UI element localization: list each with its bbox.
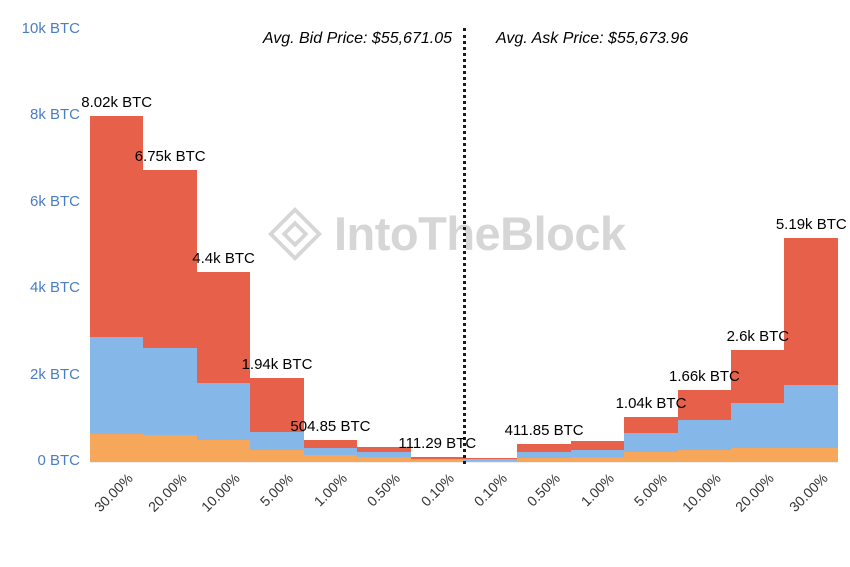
- bar-segment-red[interactable]: [90, 115, 144, 338]
- x-axis-tick-label: 1.00%: [577, 470, 617, 510]
- bar-segment-orange[interactable]: [463, 460, 518, 462]
- bar-value-label: 5.19k BTC: [775, 215, 847, 233]
- bar-segment-red[interactable]: [196, 271, 251, 383]
- ask-bar-0.50%[interactable]: [517, 30, 571, 462]
- bid-bar-20.00%[interactable]: [143, 30, 197, 462]
- bar-segment-blue[interactable]: [357, 452, 411, 458]
- bar-value-label: 1.66k BTC: [668, 368, 740, 386]
- bar-segment-blue[interactable]: [410, 458, 464, 461]
- bar-segment-orange[interactable]: [250, 449, 304, 462]
- bar-segment-orange[interactable]: [357, 457, 411, 462]
- bar-value-label: 111.29 BTC: [398, 435, 477, 453]
- bar-segment-blue[interactable]: [143, 347, 197, 435]
- x-axis-tick-label: 1.00%: [310, 470, 350, 510]
- bar-segment-red[interactable]: [517, 444, 571, 453]
- x-axis-tick-label: 0.50%: [524, 470, 564, 510]
- bar-segment-red[interactable]: [250, 378, 304, 432]
- bar-value-label: 8.02k BTC: [81, 93, 153, 111]
- x-axis-tick-label: 0.10%: [417, 470, 457, 510]
- bid-bar-0.50%[interactable]: [357, 30, 411, 462]
- y-axis-tick-label: 0 BTC: [37, 452, 80, 469]
- bar-segment-red[interactable]: [731, 349, 785, 403]
- bar-segment-blue[interactable]: [570, 450, 625, 458]
- bar-segment-orange[interactable]: [410, 460, 464, 462]
- bar-segment-red[interactable]: [570, 441, 625, 451]
- bar-segment-blue[interactable]: [463, 459, 518, 461]
- bar-segment-blue[interactable]: [624, 433, 678, 453]
- bar-segment-orange[interactable]: [570, 457, 625, 462]
- bar-segment-red[interactable]: [677, 390, 732, 421]
- bid-bar-0.10%[interactable]: [410, 30, 464, 462]
- bid-bar-1.00%[interactable]: [303, 30, 358, 462]
- x-axis-tick-label: 30.00%: [785, 470, 831, 515]
- bar-segment-blue[interactable]: [90, 337, 144, 434]
- x-axis-tick-label: 20.00%: [144, 470, 190, 515]
- y-axis-tick-label: 6k BTC: [29, 192, 80, 210]
- bar-value-label: 4.4k BTC: [192, 249, 255, 267]
- mid-price-divider-line: [463, 28, 466, 464]
- bar-value-label: 1.04k BTC: [615, 395, 687, 413]
- x-axis-tick-label: 0.10%: [470, 470, 511, 510]
- bid-bar-30.00%[interactable]: [90, 30, 144, 462]
- bar-segment-orange[interactable]: [196, 439, 251, 462]
- bar-segment-red[interactable]: [303, 440, 358, 448]
- ask-bar-1.00%[interactable]: [570, 30, 625, 462]
- watermark: IntoTheBlock: [268, 206, 626, 261]
- bar-segment-orange[interactable]: [731, 447, 785, 462]
- bar-segment-blue[interactable]: [196, 382, 251, 440]
- intotheblock-logo-icon: [268, 206, 322, 261]
- x-axis-tick-label: 5.00%: [256, 470, 297, 510]
- y-axis-tick-label: 2k BTC: [29, 365, 80, 383]
- x-axis-tick-label: 10.00%: [197, 470, 243, 515]
- ask-bar-5.00%[interactable]: [624, 30, 678, 462]
- ask-bar-30.00%[interactable]: [784, 30, 838, 462]
- x-axis-tick-label: 5.00%: [630, 470, 671, 510]
- y-axis-tick-label: 8k BTC: [29, 106, 80, 124]
- bar-segment-blue[interactable]: [517, 452, 571, 458]
- avg-ask-price-label: Avg. Ask Price: $55,673.96: [496, 30, 689, 47]
- x-axis-tick-label: 30.00%: [91, 470, 137, 515]
- ask-bar-20.00%[interactable]: [731, 30, 785, 462]
- x-axis-tick-label: 10.00%: [678, 470, 724, 515]
- bar-value-label: 504.85 BTC: [290, 418, 371, 436]
- bar-segment-blue[interactable]: [677, 420, 732, 450]
- x-axis-tick-label: 20.00%: [732, 470, 778, 515]
- bar-segment-red[interactable]: [143, 170, 197, 348]
- ask-bar-10.00%[interactable]: [677, 30, 732, 462]
- bar-value-label: 411.85 BTC: [504, 422, 584, 440]
- bar-segment-red[interactable]: [463, 458, 518, 459]
- bar-segment-orange[interactable]: [784, 447, 838, 462]
- avg-bid-price-label: Avg. Bid Price: $55,671.05: [262, 30, 452, 47]
- bar-segment-red[interactable]: [410, 457, 464, 459]
- bar-segment-orange[interactable]: [677, 449, 732, 462]
- bar-value-label: 6.75k BTC: [134, 148, 206, 166]
- bar-segment-orange[interactable]: [624, 452, 678, 462]
- bar-segment-blue[interactable]: [250, 431, 304, 450]
- bar-segment-orange[interactable]: [143, 435, 197, 462]
- x-axis-tick-label: 0.50%: [363, 470, 404, 510]
- bar-segment-blue[interactable]: [731, 402, 785, 448]
- ask-bar-0.10%[interactable]: [463, 30, 518, 462]
- plot-area: [90, 30, 838, 462]
- y-axis-tick-label: 4k BTC: [29, 279, 80, 297]
- bid-bar-10.00%[interactable]: [196, 30, 251, 462]
- bar-segment-blue[interactable]: [303, 447, 358, 456]
- y-axis-tick-label: 10k BTC: [21, 20, 80, 37]
- bar-value-label: 2.6k BTC: [726, 327, 790, 345]
- bar-segment-red[interactable]: [624, 417, 678, 434]
- bar-segment-orange[interactable]: [90, 433, 144, 462]
- bar-segment-orange[interactable]: [303, 455, 358, 462]
- bar-segment-red[interactable]: [357, 447, 411, 453]
- bar-value-label: 1.94k BTC: [241, 356, 313, 374]
- watermark-text: IntoTheBlock: [334, 207, 626, 260]
- bid-bar-5.00%[interactable]: [250, 30, 304, 462]
- bar-segment-orange[interactable]: [517, 457, 571, 462]
- bar-segment-blue[interactable]: [784, 385, 838, 448]
- bar-segment-red[interactable]: [784, 237, 838, 386]
